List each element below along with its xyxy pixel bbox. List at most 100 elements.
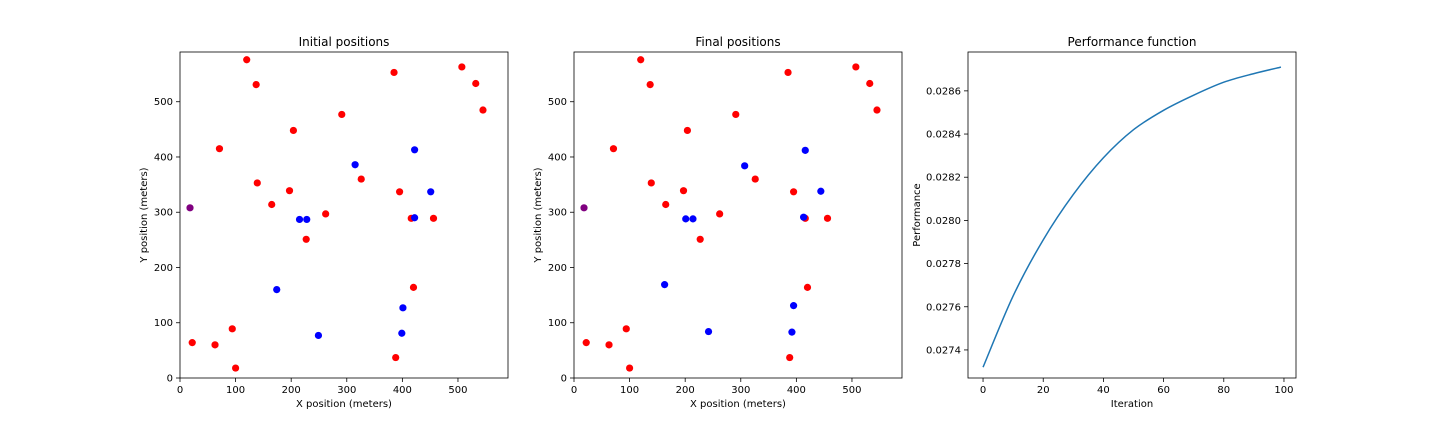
data-point [682, 215, 690, 223]
data-point [784, 68, 792, 77]
y-tick-label: 200 [154, 263, 173, 274]
data-point [395, 188, 404, 196]
data-point [817, 187, 825, 195]
chart-title: Final positions [695, 35, 780, 49]
data-point [605, 341, 613, 349]
panel-3: 0 20 40 60 80 100 0.0274 0.0276 0.0278 0.0280 0.02… [912, 35, 1297, 410]
x-axis-label: X position (meters) [690, 399, 786, 410]
chart-title: Initial positions [299, 35, 390, 49]
data-point [186, 204, 194, 212]
data-point [800, 213, 808, 221]
y-tick-label: 0.0286 [926, 86, 961, 97]
x-tick-label: 400 [393, 385, 412, 396]
x-tick-label: 500 [842, 385, 861, 396]
data-point [398, 329, 406, 337]
data-point [646, 81, 654, 89]
data-point [285, 187, 294, 195]
data-point [303, 215, 311, 224]
data-point [582, 339, 590, 347]
data-point [314, 331, 323, 340]
x-tick-label: 80 [1217, 385, 1230, 396]
data-point [273, 285, 281, 294]
y-tick-label: 0.0278 [926, 259, 961, 270]
x-tick-label: 20 [1037, 385, 1050, 396]
data-point [704, 327, 713, 336]
x-tick-label: 0 [177, 385, 183, 396]
data-point [295, 215, 304, 224]
data-point [427, 188, 435, 196]
series-line [982, 66, 1282, 368]
data-point [322, 210, 330, 218]
data-point [789, 302, 798, 310]
data-point [732, 110, 740, 119]
y-tick-label: 100 [154, 318, 173, 329]
y-tick-label: 500 [548, 97, 567, 108]
y-tick-label: 0 [167, 374, 173, 385]
x-tick-label: 300 [337, 385, 356, 396]
x-tick-label: 0 [571, 385, 577, 396]
data-point [662, 200, 670, 209]
data-point [873, 106, 881, 114]
y-tick-label: 400 [154, 152, 173, 163]
y-tick-label: 100 [548, 318, 567, 329]
data-point [741, 162, 749, 170]
panel-2: 0 100 200 300 400 500 0 100 200 300 400 500 Final po… [533, 35, 903, 410]
x-tick-label: 300 [731, 385, 750, 396]
panel-1: 0 100 200 300 400 500 0 100 200 300 400 500 Initial … [139, 35, 509, 410]
y-tick-label: 0.0282 [926, 173, 961, 184]
data-point [253, 179, 261, 187]
y-tick-label: 0.0274 [926, 345, 961, 356]
y-tick-label: 0.0276 [926, 302, 961, 313]
y-tick-label: 0.0280 [926, 216, 961, 227]
data-point [801, 146, 809, 154]
x-axis-label: Iteration [1111, 399, 1153, 410]
x-tick-label: 400 [787, 385, 806, 396]
data-point [338, 110, 346, 119]
data-point [716, 210, 724, 218]
plot-area [574, 52, 902, 378]
x-tick-label: 200 [676, 385, 695, 396]
data-point [661, 281, 669, 289]
data-point [302, 235, 310, 243]
data-point [411, 214, 419, 222]
data-point [823, 214, 832, 222]
data-point [215, 145, 224, 153]
x-tick-label: 0 [980, 385, 986, 396]
data-point [786, 353, 794, 362]
x-tick-label: 100 [1274, 385, 1293, 396]
x-tick-label: 100 [620, 385, 639, 396]
plot-area [180, 52, 508, 378]
x-tick-label: 40 [1097, 385, 1110, 396]
y-tick-label: 300 [548, 208, 567, 219]
x-tick-label: 500 [448, 385, 467, 396]
data-point [647, 179, 655, 187]
data-point [399, 304, 407, 312]
data-point [390, 68, 398, 77]
x-tick-label: 100 [226, 385, 245, 396]
y-tick-label: 400 [548, 152, 567, 163]
data-point [788, 328, 796, 336]
y-axis-label: Y position (meters) [139, 167, 150, 263]
data-point [789, 188, 798, 196]
y-tick-label: 300 [154, 208, 173, 219]
data-point [231, 364, 240, 372]
data-point [637, 56, 645, 64]
data-point [625, 364, 634, 372]
data-point [268, 200, 276, 209]
data-point [580, 204, 588, 212]
data-point [243, 56, 251, 64]
x-tick-label: 200 [282, 385, 301, 396]
y-tick-label: 0 [561, 374, 567, 385]
data-point [609, 145, 618, 153]
data-point [696, 235, 704, 243]
data-point [411, 146, 419, 154]
y-axis-label: Y position (meters) [533, 167, 544, 263]
y-axis-label: Performance [912, 183, 923, 246]
axes-frame [573, 51, 903, 379]
data-point [683, 126, 692, 135]
data-point [803, 283, 812, 291]
data-point [472, 79, 480, 88]
data-point [252, 81, 260, 89]
y-tick-label: 500 [154, 97, 173, 108]
